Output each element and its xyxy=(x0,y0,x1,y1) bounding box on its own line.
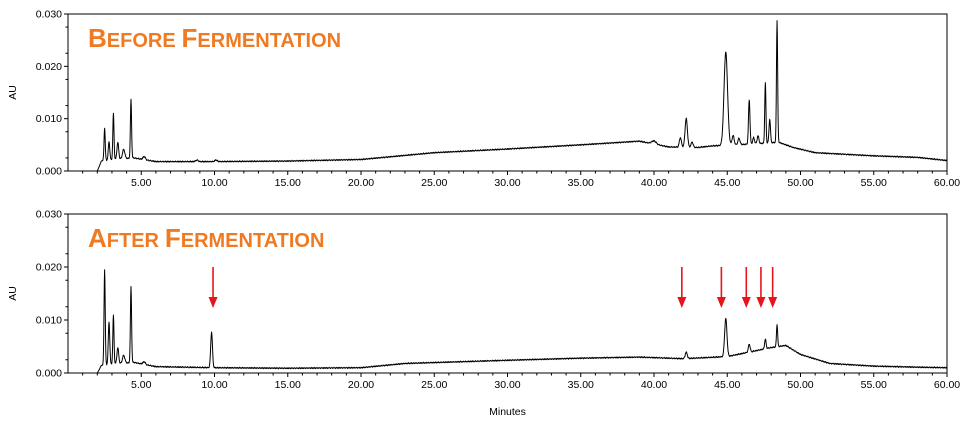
chromatogram-trace xyxy=(67,269,948,374)
x-tick-label: 40.00 xyxy=(641,177,667,189)
y-tick-label: 0.010 xyxy=(36,113,62,125)
y-tick-label: 0.020 xyxy=(36,61,62,73)
peak-arrow xyxy=(716,267,726,308)
x-tick-label: 30.00 xyxy=(494,379,520,391)
x-tick-label: 60.00 xyxy=(934,379,960,391)
y-tick-label: 0.000 xyxy=(36,166,62,178)
x-tick-label: 20.00 xyxy=(348,379,374,391)
peak-arrow xyxy=(741,267,751,308)
x-tick-label: 30.00 xyxy=(494,177,520,189)
x-tick-label: 35.00 xyxy=(568,379,594,391)
y-tick-label: 0.030 xyxy=(36,9,62,21)
y-tick-label: 0.010 xyxy=(36,315,62,327)
x-tick-label: 25.00 xyxy=(421,379,447,391)
x-tick-label: 10.00 xyxy=(201,177,227,189)
x-tick-label: 60.00 xyxy=(934,177,960,189)
x-tick-label: 15.00 xyxy=(275,177,301,189)
x-tick-label: 45.00 xyxy=(714,379,740,391)
y-axis-title: AU xyxy=(7,85,19,100)
x-tick-label: 55.00 xyxy=(861,379,887,391)
y-axis-title: AU xyxy=(7,286,19,301)
x-tick-label: 20.00 xyxy=(348,177,374,189)
panel-2: 0.000 0.010 0.020 0.030 5.00 10.00 15.00 20.00 2… xyxy=(7,209,960,419)
y-tick-label: 0.020 xyxy=(36,262,62,274)
x-tick-label: 25.00 xyxy=(421,177,447,189)
y-tick-label: 0.030 xyxy=(36,209,62,221)
peak-arrow xyxy=(756,267,766,308)
x-tick-label: 15.00 xyxy=(275,379,301,391)
peak-arrow xyxy=(768,267,778,308)
x-tick-label: 50.00 xyxy=(787,177,813,189)
x-tick-label: 5.00 xyxy=(131,379,152,391)
peak-arrow xyxy=(677,267,687,308)
y-tick-label: 0.000 xyxy=(36,368,62,380)
peak-arrow xyxy=(208,267,218,308)
x-tick-label: 50.00 xyxy=(787,379,813,391)
panel-title: AFTER FERMENTATION xyxy=(88,223,324,253)
x-tick-label: 55.00 xyxy=(861,177,887,189)
panel-title: BEFORE FERMENTATION xyxy=(88,23,341,53)
x-tick-label: 40.00 xyxy=(641,379,667,391)
x-tick-label: 10.00 xyxy=(201,379,227,391)
chromatogram-trace xyxy=(67,20,948,172)
x-tick-label: 45.00 xyxy=(714,177,740,189)
x-tick-label: 35.00 xyxy=(568,177,594,189)
x-tick-label: 5.00 xyxy=(131,177,152,189)
panel-1: 0.000 0.010 0.020 0.030 5.00 10.00 15.00 20.00 2… xyxy=(7,9,960,190)
x-axis-title: Minutes xyxy=(489,406,526,418)
